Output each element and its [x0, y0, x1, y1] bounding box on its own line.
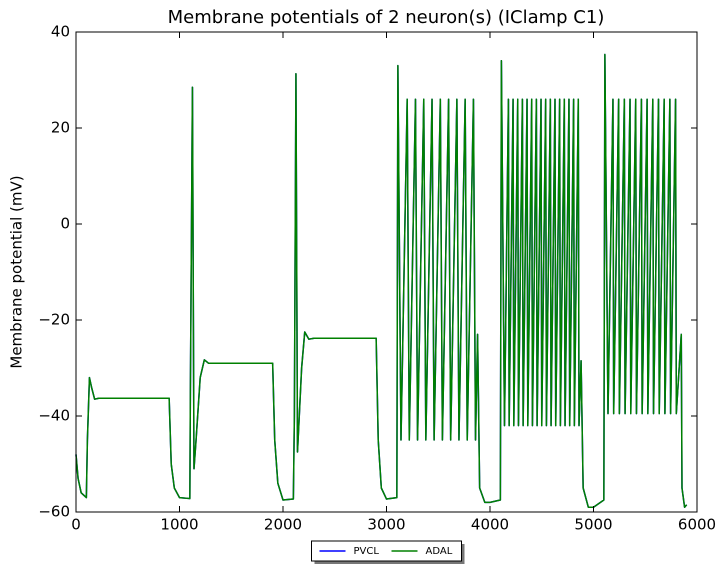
- legend-box: [311, 540, 462, 562]
- y-axis-label: Membrane potential (mV): [8, 175, 26, 368]
- x-tick-label: 0: [71, 516, 81, 534]
- series-line: [75, 53, 688, 508]
- y-tick-label: −20: [38, 311, 70, 329]
- x-tick-label: 3000: [367, 516, 405, 534]
- y-tick-label: 0: [60, 215, 70, 233]
- series-line: [75, 53, 688, 508]
- y-tick-label: 20: [51, 119, 70, 137]
- legend-label: PVCL: [354, 546, 380, 557]
- x-tick-label: 6000: [678, 516, 716, 534]
- legend-label: ADAL: [426, 546, 453, 557]
- y-tick-label: −60: [38, 503, 70, 521]
- y-tick-label: 40: [51, 23, 70, 41]
- x-tick-label: 2000: [264, 516, 302, 534]
- x-tick-label: 4000: [471, 516, 509, 534]
- y-tick-label: −40: [38, 407, 70, 425]
- x-tick-label: 5000: [574, 516, 612, 534]
- legend: PVCL ADAL: [311, 540, 465, 564]
- chart-title: Membrane potentials of 2 neuron(s) (ICla…: [168, 7, 605, 28]
- x-tick-label: 1000: [160, 516, 198, 534]
